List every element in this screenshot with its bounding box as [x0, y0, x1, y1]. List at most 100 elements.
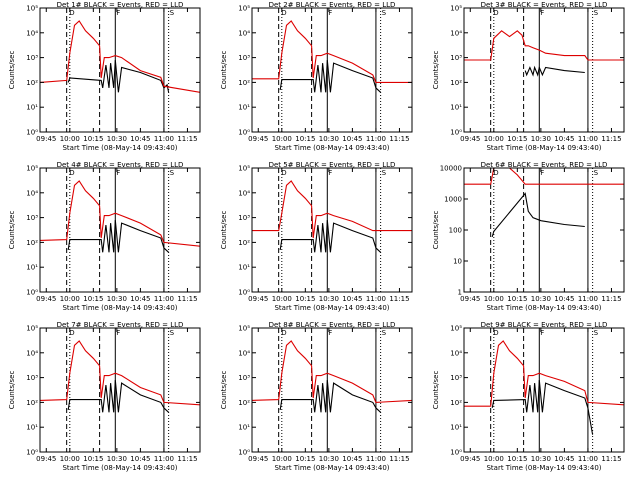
y-tick-label: 10¹: [238, 104, 250, 112]
x-tick-label: 10:15: [295, 455, 315, 463]
marker-label: D: [493, 9, 498, 17]
marker-label: F: [328, 329, 332, 337]
y-tick-label: 10⁴: [238, 349, 250, 357]
y-tick-label: 10⁵: [450, 5, 462, 13]
y-tick-label: 10⁵: [238, 165, 250, 173]
y-axis-label: Counts/sec: [220, 51, 228, 90]
y-tick-label: 10⁵: [238, 325, 250, 333]
series-line-events: [279, 379, 381, 413]
x-tick-label: 10:45: [554, 135, 574, 143]
x-tick-label: 10:30: [531, 455, 551, 463]
x-axis-label: Start Time (08-May-14 09:43:40): [274, 144, 389, 152]
y-tick-label: 10⁰: [450, 449, 462, 457]
marker-label: S: [170, 329, 175, 337]
y-tick-label: 10⁵: [238, 5, 250, 13]
plot-frame: [463, 7, 625, 133]
x-axis-label: Start Time (08-May-14 09:43:40): [62, 304, 177, 312]
y-tick-label: 10³: [450, 54, 462, 62]
panel-title: Det 3# BLACK = Events, RED = LLD: [481, 1, 608, 9]
marker-label: F: [328, 169, 332, 177]
y-axis-label: Counts/sec: [8, 51, 16, 90]
series-line-lld: [464, 168, 624, 185]
series-line-lld: [464, 30, 624, 61]
x-tick-label: 10:00: [272, 295, 292, 303]
y-tick-label: 10: [453, 258, 462, 266]
y-tick-label: 10²: [26, 399, 38, 407]
x-tick-label: 11:00: [578, 135, 598, 143]
x-tick-label: 10:45: [342, 455, 362, 463]
y-tick-label: 10⁴: [238, 189, 250, 197]
x-tick-label: 10:30: [319, 295, 339, 303]
series-line-events: [491, 192, 585, 238]
x-tick-label: 10:00: [272, 135, 292, 143]
x-tick-label: 10:15: [507, 455, 527, 463]
marker-label: D: [281, 329, 286, 337]
y-tick-label: 10¹: [26, 104, 38, 112]
y-tick-label: 100: [449, 227, 462, 235]
y-tick-label: 10³: [26, 374, 38, 382]
plot-frame: [39, 167, 201, 293]
marker-label: S: [594, 329, 599, 337]
y-tick-label: 10⁰: [26, 129, 38, 137]
series-line-events: [67, 219, 169, 253]
x-tick-label: 10:30: [107, 295, 127, 303]
plot-frame: [463, 327, 625, 453]
x-tick-label: 10:15: [507, 135, 527, 143]
y-tick-label: 10¹: [450, 104, 462, 112]
x-tick-label: 10:00: [484, 135, 504, 143]
x-tick-label: 09:45: [36, 455, 56, 463]
x-tick-label: 10:15: [83, 135, 103, 143]
marker-label: D: [493, 169, 498, 177]
series-line-lld: [40, 180, 200, 247]
x-tick-label: 10:30: [107, 135, 127, 143]
series-line-lld: [40, 20, 200, 93]
y-tick-label: 10⁰: [26, 449, 38, 457]
x-axis-label: Start Time (08-May-14 09:43:40): [274, 464, 389, 472]
y-tick-label: 10⁰: [450, 129, 462, 137]
marker-label: S: [170, 9, 175, 17]
panel-title: Det 8# BLACK = Events, RED = LLD: [269, 321, 396, 329]
marker-label: S: [594, 169, 599, 177]
y-tick-label: 10¹: [238, 264, 250, 272]
x-tick-label: 11:15: [177, 455, 197, 463]
series-line-lld: [252, 20, 412, 83]
x-tick-label: 10:15: [507, 295, 527, 303]
y-axis-label: Counts/sec: [432, 371, 440, 410]
y-tick-label: 10¹: [450, 424, 462, 432]
marker-label: D: [281, 169, 286, 177]
series-line-events: [491, 379, 594, 435]
x-tick-label: 09:45: [460, 295, 480, 303]
y-tick-label: 10²: [238, 239, 250, 247]
x-tick-label: 09:45: [36, 135, 56, 143]
x-tick-label: 11:15: [389, 455, 409, 463]
y-tick-label: 10⁵: [26, 5, 38, 13]
x-axis-label: Start Time (08-May-14 09:43:40): [486, 464, 601, 472]
marker-label: D: [493, 329, 498, 337]
x-tick-label: 11:00: [578, 295, 598, 303]
x-tick-label: 11:15: [601, 295, 621, 303]
x-tick-label: 09:45: [248, 295, 268, 303]
y-tick-label: 10⁰: [238, 129, 250, 137]
marker-label: F: [116, 329, 120, 337]
x-tick-label: 09:45: [36, 295, 56, 303]
marker-label: F: [540, 329, 544, 337]
x-tick-label: 11:15: [601, 455, 621, 463]
marker-label: S: [382, 169, 387, 177]
x-tick-label: 10:00: [60, 295, 80, 303]
y-tick-label: 10⁰: [238, 449, 250, 457]
y-tick-label: 10¹: [26, 424, 38, 432]
y-axis-label: Counts/sec: [8, 371, 16, 410]
panel-title: Det 6# BLACK = Events, RED = LLD: [481, 161, 608, 169]
x-tick-label: 10:15: [295, 135, 315, 143]
panel-title: Det 2# BLACK = Events, RED = LLD: [269, 1, 396, 9]
marker-label: D: [69, 329, 74, 337]
x-tick-label: 10:45: [342, 135, 362, 143]
y-tick-label: 10⁴: [26, 189, 38, 197]
y-tick-label: 10¹: [26, 264, 38, 272]
